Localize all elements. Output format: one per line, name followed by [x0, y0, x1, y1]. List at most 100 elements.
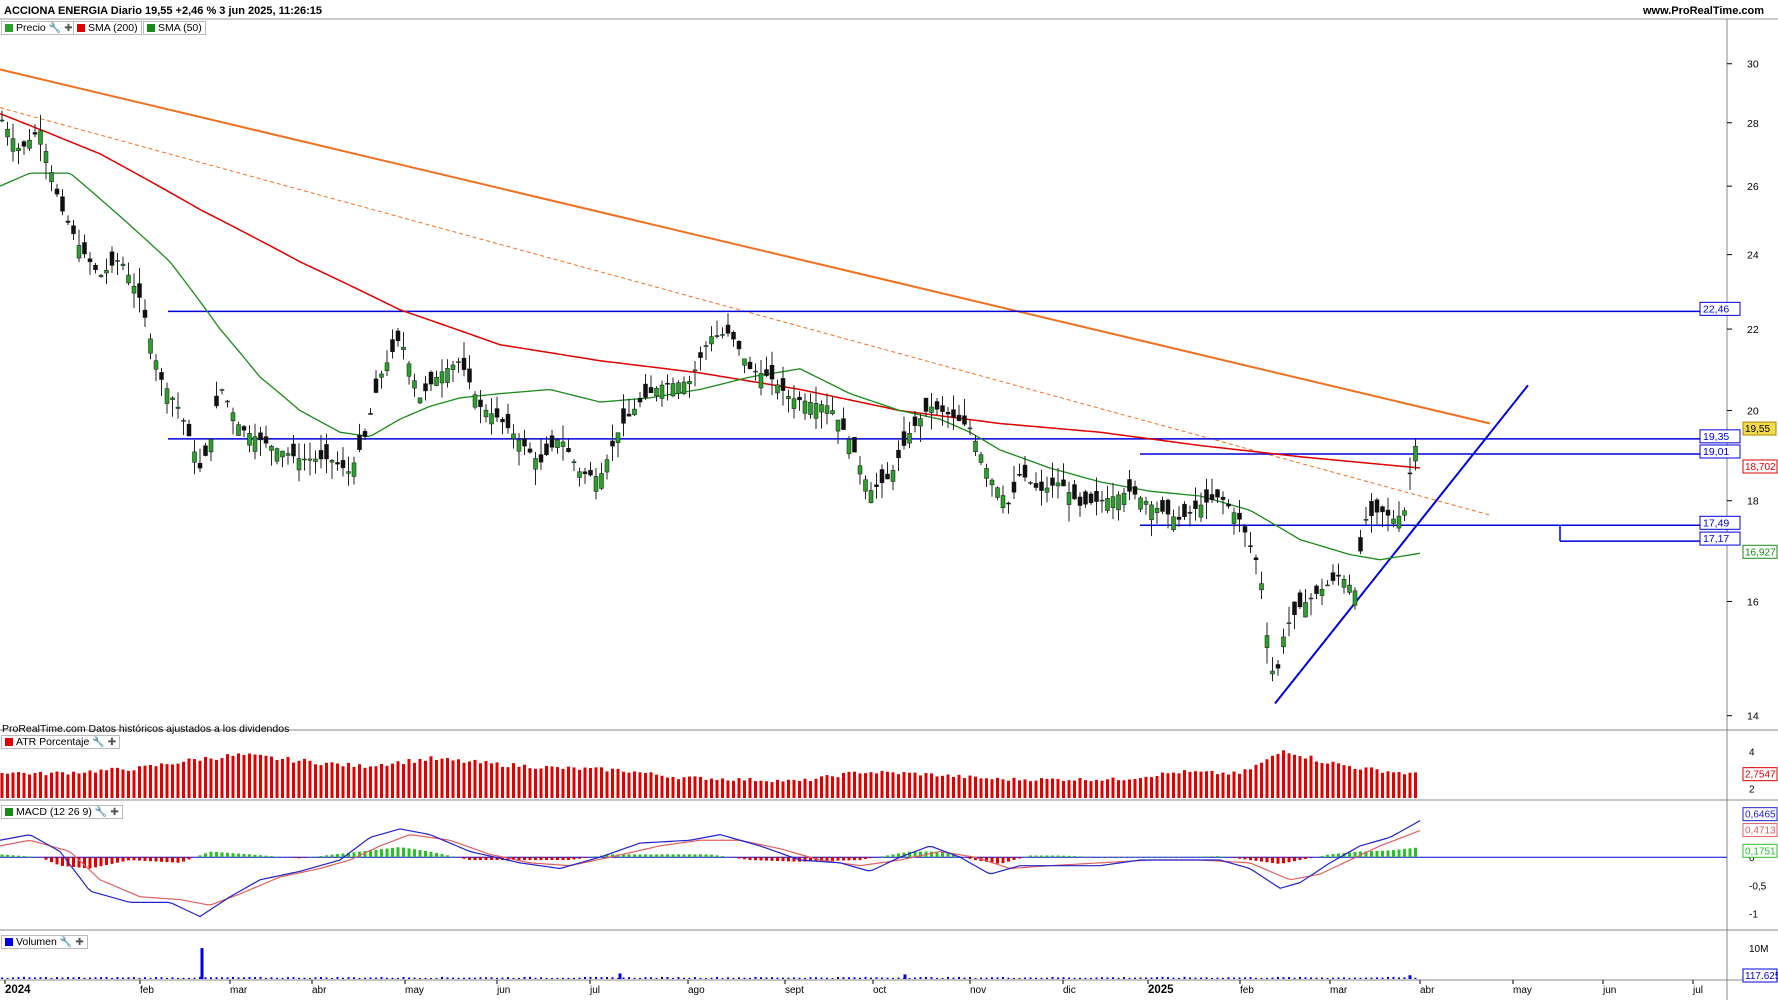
volume-bar: [50, 978, 53, 979]
macd-histogram-bar: [545, 857, 548, 861]
atr-bar: [1337, 763, 1340, 798]
chart-title: ACCIONA ENERGIA Diario 19,55 +2,46 % 3 j…: [4, 5, 323, 17]
candle: [1110, 496, 1116, 508]
atr-bar: [776, 779, 779, 798]
volume-bar: [804, 977, 806, 979]
macd-histogram-bar: [28, 856, 31, 858]
plus-icon[interactable]: ✚: [75, 936, 84, 948]
x-tick-label: may: [1513, 985, 1532, 996]
macd-histogram-bar: [138, 857, 141, 861]
atr-bar: [1133, 778, 1137, 798]
volume-bar: [947, 976, 949, 979]
macd-histogram-bar: [363, 850, 367, 858]
plus-icon[interactable]: ✚: [64, 22, 73, 34]
current-value-box: [1742, 459, 1778, 474]
volume-bar: [776, 977, 779, 979]
candle: [428, 371, 434, 385]
candle: [1385, 509, 1391, 516]
macd-histogram-bar: [792, 857, 796, 862]
atr-bar: [28, 774, 31, 798]
wrench-icon[interactable]: 🔧: [59, 936, 73, 948]
volume-bar: [1205, 977, 1208, 979]
volume-bar: [1200, 977, 1202, 979]
atr-bar: [578, 769, 581, 798]
current-value-label: 19,55: [1745, 424, 1770, 435]
macd-histogram-bar: [517, 857, 521, 861]
candle: [1182, 503, 1187, 517]
candle: [599, 473, 604, 489]
wrench-icon[interactable]: 🔧: [94, 806, 108, 818]
candle: [989, 479, 995, 486]
volume-bar: [644, 977, 647, 979]
plus-icon[interactable]: ✚: [107, 736, 117, 748]
atr-bar: [127, 770, 130, 798]
candle: [159, 372, 164, 380]
volume-bar: [358, 977, 361, 979]
volume-bar: [281, 977, 284, 979]
legend-price[interactable]: Precio 🔧 ✚: [1, 21, 77, 35]
atr-bar: [50, 772, 53, 798]
macd-histogram-bar: [17, 855, 20, 858]
macd-histogram-bar: [1051, 855, 1054, 858]
atr-bar: [1359, 769, 1362, 798]
volume-bar: [826, 977, 828, 979]
macd-histogram-bar: [1172, 857, 1175, 858]
candle: [1242, 526, 1248, 533]
macd-histogram-bar: [1045, 855, 1049, 858]
volume-bar: [963, 977, 966, 979]
atr-bar: [517, 766, 521, 798]
candle: [1396, 515, 1402, 529]
sma50-line: [0, 172, 1421, 561]
macd-histogram-bar: [6, 854, 9, 858]
macd-line: [0, 820, 1421, 918]
legend-atr[interactable]: ATR Porcentaje 🔧 ✚: [1, 735, 121, 749]
atr-bar: [528, 768, 532, 798]
macd-histogram-bar: [160, 857, 163, 862]
macd-histogram-bar: [1111, 857, 1115, 858]
macd-histogram-bar: [1018, 857, 1021, 859]
macd-histogram-bar: [864, 857, 867, 860]
site-url[interactable]: www.ProRealTime.com: [1642, 5, 1764, 17]
price-ytick-label: 22: [1747, 324, 1759, 336]
volume-bar: [320, 976, 322, 979]
atr-bar: [154, 766, 158, 798]
atr-bar: [996, 777, 999, 798]
wrench-icon[interactable]: 🔧: [92, 736, 105, 748]
candle: [10, 138, 16, 152]
macd-histogram-bar: [204, 853, 207, 858]
volume-bar: [501, 977, 504, 979]
atr-bar: [1144, 776, 1148, 798]
volume-bar: [1392, 976, 1395, 979]
wrench-icon[interactable]: 🔧: [48, 22, 62, 34]
atr-bar: [1232, 771, 1236, 798]
macd-histogram-bar: [512, 857, 515, 861]
atr-bar: [732, 780, 735, 798]
volume-bar: [716, 976, 718, 979]
volume-bar: [886, 977, 889, 979]
macd-histogram-bar: [759, 857, 763, 861]
legend-sma200[interactable]: SMA (200): [73, 21, 142, 35]
legend-atr-label: ATR Porcentaje: [16, 736, 90, 748]
atr-bar: [55, 771, 59, 798]
candle: [1077, 496, 1083, 506]
volume-bar: [89, 977, 91, 979]
legend-sma50[interactable]: SMA (50): [143, 21, 206, 35]
volume-bar: [1211, 977, 1213, 979]
candle: [461, 357, 467, 370]
volume-bar: [1293, 977, 1296, 979]
candle: [1138, 497, 1143, 510]
volume-bar: [1310, 977, 1312, 979]
candle: [1127, 479, 1132, 492]
atr-bar: [677, 779, 680, 798]
macd-histogram-bar: [105, 857, 108, 866]
macd-histogram-bar: [666, 854, 669, 858]
candle: [610, 440, 615, 447]
candle: [736, 341, 742, 350]
legend-volume[interactable]: Volumen 🔧 ✚: [1, 935, 88, 949]
candle: [252, 436, 258, 452]
volume-bar: [342, 977, 344, 979]
legend-macd[interactable]: MACD (12 26 9) 🔧 ✚: [1, 805, 123, 819]
plus-icon[interactable]: ✚: [110, 806, 119, 818]
candle: [533, 458, 538, 470]
